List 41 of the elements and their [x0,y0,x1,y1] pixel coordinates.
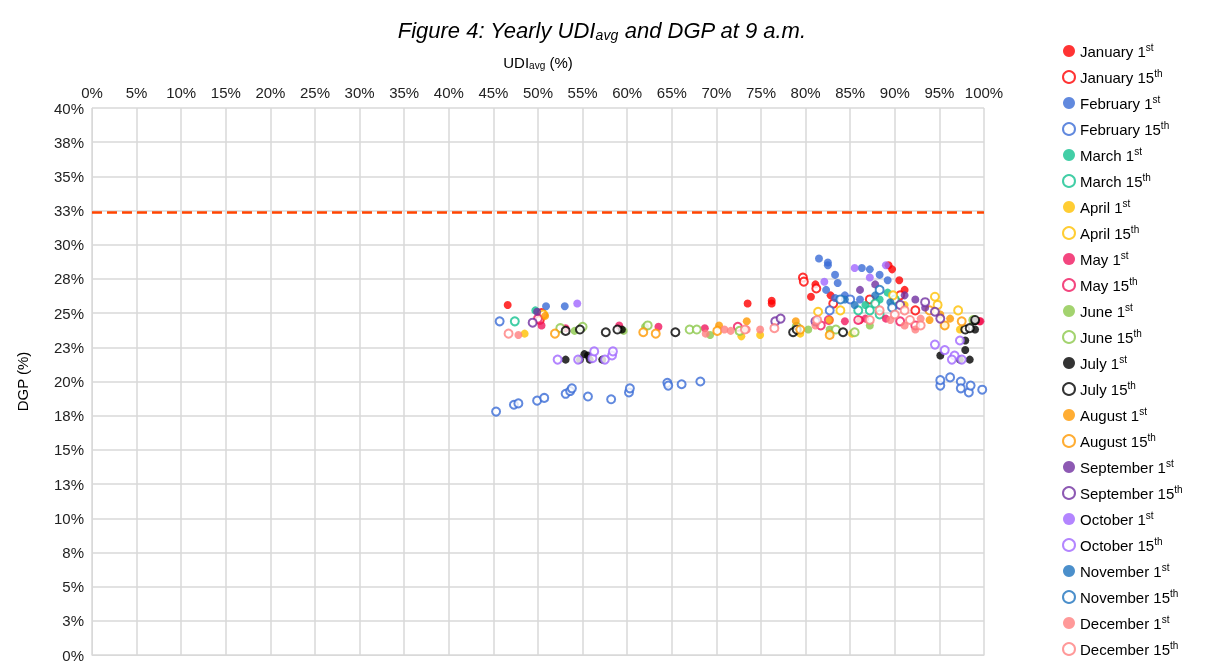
x-tick-label: 0% [81,84,103,101]
x-tick-label: 30% [344,84,375,101]
y-tick-label: 13% [53,475,84,493]
x-tick-label: 65% [656,84,687,101]
x-tick-label: 70% [701,84,732,101]
x-tick-label: 20% [255,84,286,101]
y-tick-label: 10% [53,509,84,527]
x-tick-label: 40% [433,84,464,101]
x-tick-label: 5% [125,84,148,101]
x-tick-label: 75% [745,84,777,101]
x-tick-label: 35% [389,84,420,101]
y-tick-label: 0% [62,646,84,664]
y-tick-label: 3% [62,612,84,630]
x-tick-label: 10% [166,84,197,101]
x-tick-label: 85% [835,84,866,101]
x-tick-label: 15% [210,84,241,101]
x-tick-label: 50% [522,84,554,101]
y-tick-label: 30% [53,236,84,254]
y-tick-label: 18% [53,407,84,425]
y-tick-label: 15% [53,441,84,459]
x-tick-label: 60% [612,84,643,101]
y-tick-label: 20% [53,373,84,390]
x-tick-label: 80% [790,84,821,101]
y-tick-label: 40% [53,99,84,117]
y-tick-label: 33% [53,202,84,220]
x-tick-label: 55% [567,84,598,101]
y-tick-label: 8% [62,543,84,561]
y-tick-label: 28% [53,270,84,288]
y-tick-label: 25% [53,304,84,322]
x-tick-label: 95% [924,84,955,101]
x-tick-label: 45% [478,84,509,101]
y-axis-title: DGP (%) [14,351,31,412]
chart-title: Figure 4: Yearly UDIavg and DGP at 9 a.m. [397,18,807,43]
x-tick-label: 100% [964,84,1004,101]
x-axis-title: UDIavg (%) [503,53,573,71]
y-tick-label: 5% [62,578,84,596]
y-tick-label: 38% [53,133,84,151]
y-tick-label: 23% [53,338,84,356]
x-tick-label: 90% [879,84,910,101]
y-tick-label: 35% [53,167,84,185]
x-tick-label: 25% [299,84,331,101]
